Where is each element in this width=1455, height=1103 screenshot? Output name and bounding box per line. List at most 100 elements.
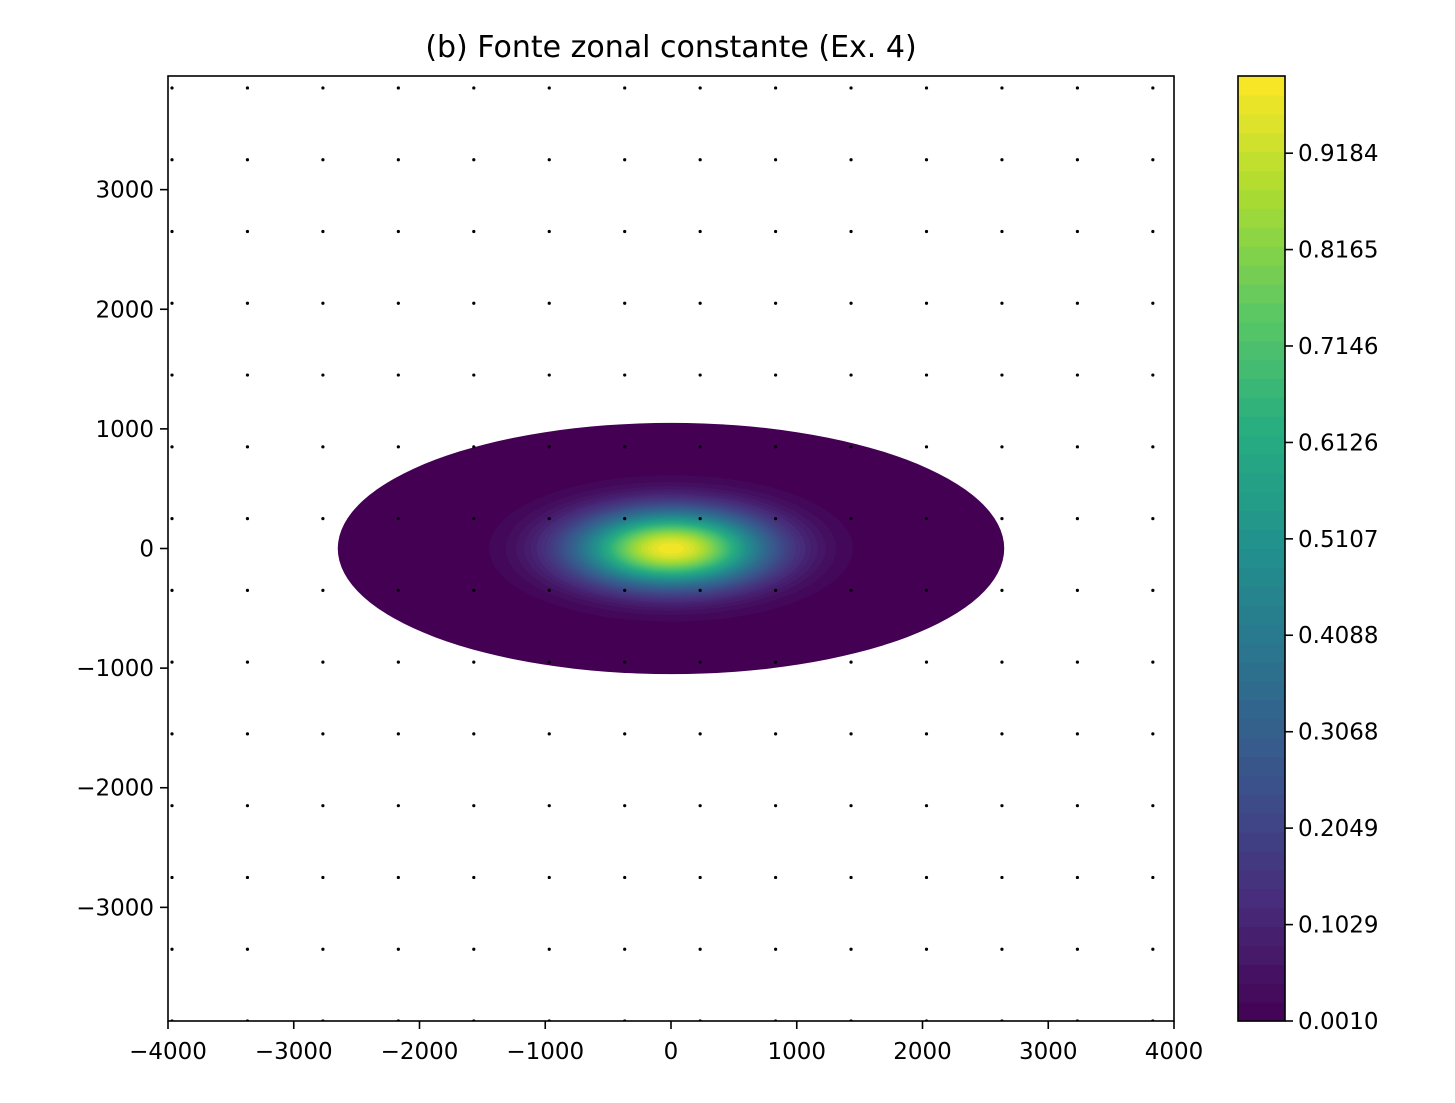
grid-marker <box>170 588 174 592</box>
grid-marker <box>321 516 325 521</box>
grid-marker <box>245 516 250 521</box>
grid-marker <box>924 301 929 305</box>
grid-marker <box>245 804 250 808</box>
grid-marker <box>774 301 778 305</box>
grid-marker <box>1000 445 1004 449</box>
grid-marker <box>774 86 778 90</box>
grid-marker <box>547 445 551 449</box>
grid-marker <box>396 301 400 305</box>
grid-marker <box>623 301 627 305</box>
colorbar-band <box>1238 151 1285 172</box>
grid-marker <box>698 732 702 736</box>
x-tick-label: 2000 <box>893 1039 952 1065</box>
grid-marker <box>1075 660 1079 664</box>
grid-marker <box>774 947 778 951</box>
grid-marker <box>547 301 551 305</box>
colorbar-band <box>1238 945 1285 965</box>
grid-marker <box>321 301 325 305</box>
y-axis: −3000 −2000 −1000 0 1000 2000 3000 <box>76 178 168 921</box>
grid-marker <box>321 804 325 808</box>
y-tick-label: −3000 <box>76 895 154 921</box>
grid-marker <box>1000 804 1004 808</box>
chart-title: (b) Fonte zonal constante (Ex. 4) <box>425 30 916 65</box>
grid-marker <box>472 158 476 162</box>
grid-marker <box>623 373 627 377</box>
grid-marker <box>1000 158 1004 162</box>
grid-marker <box>1000 732 1004 736</box>
grid-marker <box>1000 588 1004 592</box>
grid-marker <box>170 301 174 305</box>
colorbar-band <box>1238 340 1285 361</box>
colorbar-band <box>1238 718 1285 739</box>
grid-marker <box>547 373 551 377</box>
grid-marker <box>774 373 778 377</box>
colorbar-band <box>1238 302 1285 323</box>
colorbar-band <box>1238 567 1285 587</box>
grid-marker <box>1151 229 1155 234</box>
colorbar-band <box>1238 850 1285 871</box>
grid-marker <box>396 588 400 592</box>
grid-marker <box>774 804 778 808</box>
grid-marker <box>321 373 325 377</box>
colorbar-band <box>1238 416 1285 436</box>
grid-marker <box>849 947 853 951</box>
grid-marker <box>472 445 476 449</box>
grid-marker <box>774 660 778 664</box>
x-tick-label: 3000 <box>1019 1039 1078 1065</box>
grid-marker <box>849 804 853 808</box>
grid-marker <box>170 86 174 90</box>
grid-marker <box>396 158 400 162</box>
colorbar-band <box>1238 624 1285 644</box>
grid-marker <box>698 947 702 951</box>
grid-marker <box>170 229 174 234</box>
grid-marker <box>849 86 853 90</box>
grid-marker <box>170 445 174 449</box>
y-tick-label: 2000 <box>95 297 154 323</box>
grid-marker <box>1075 588 1079 592</box>
grid-marker <box>623 660 627 664</box>
colorbar-tick-label: 0.8165 <box>1298 238 1378 264</box>
grid-marker <box>698 875 702 880</box>
grid-marker <box>321 660 325 664</box>
grid-marker <box>245 86 250 90</box>
colorbar-frame <box>1237 75 1286 1022</box>
grid-marker <box>1075 229 1079 234</box>
grid-marker <box>245 947 250 951</box>
grid-marker <box>1000 516 1004 521</box>
grid-marker <box>849 732 853 736</box>
grid-marker <box>547 660 551 664</box>
x-tick-label: −1000 <box>506 1039 584 1065</box>
grid-marker <box>245 373 250 377</box>
grid-marker <box>321 732 325 736</box>
grid-marker <box>698 229 702 234</box>
colorbar-tick-label: 0.9184 <box>1298 141 1378 167</box>
grid-marker <box>774 229 778 234</box>
colorbar-band <box>1238 983 1285 1003</box>
grid-marker <box>623 86 627 90</box>
colorbar-band <box>1238 643 1285 663</box>
colorbar-band <box>1238 397 1285 417</box>
grid-marker <box>849 516 853 521</box>
grid-marker <box>396 947 400 951</box>
grid-marker <box>321 875 325 880</box>
grid-marker <box>698 588 702 592</box>
grid-marker <box>472 301 476 305</box>
x-tick-label: 0 <box>664 1039 679 1065</box>
colorbar-band <box>1238 321 1285 342</box>
grid-marker <box>1151 947 1155 951</box>
grid-marker <box>924 158 929 162</box>
grid-marker <box>472 732 476 736</box>
grid-marker <box>245 445 250 449</box>
grid-marker <box>321 445 325 449</box>
grid-marker <box>472 804 476 808</box>
colorbar-band <box>1238 737 1285 757</box>
colorbar-band <box>1238 888 1285 909</box>
colorbar-band <box>1238 1002 1285 1022</box>
colorbar-tick-label: 0.1029 <box>1298 913 1378 939</box>
grid-marker <box>623 588 627 592</box>
grid-marker <box>1151 158 1155 162</box>
grid-marker <box>774 732 778 736</box>
grid-marker <box>170 516 174 521</box>
colorbar-band <box>1238 813 1285 833</box>
grid-marker <box>396 445 400 449</box>
